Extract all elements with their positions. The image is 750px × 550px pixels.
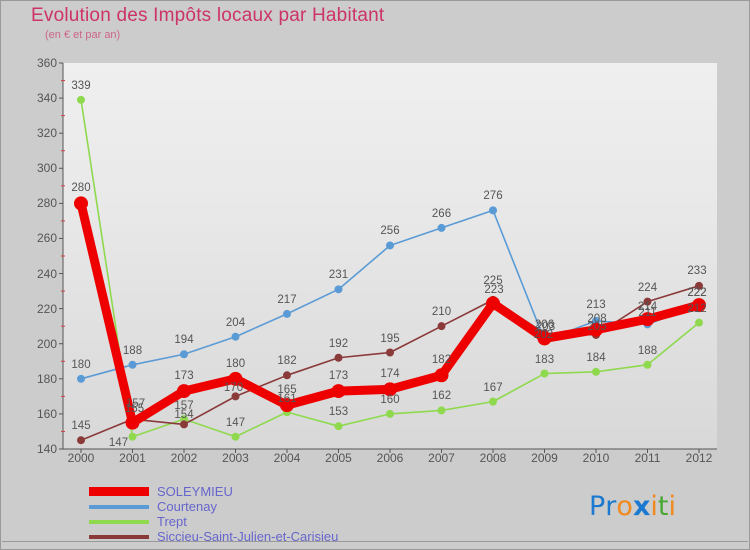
series-trept [77, 95, 703, 441]
x-axis-tick-label: 2005 [325, 451, 352, 465]
y-axis-tick-label: 180 [36, 371, 57, 386]
y-axis-tick-label: 340 [36, 91, 57, 106]
plot-area: 280 155 173 180 165 173 174 182 223 203 208 214 222 1… [59, 62, 717, 453]
x-axis-tick-label: 2007 [428, 451, 455, 465]
series-lines [59, 62, 717, 453]
y-axis-tick-label: 200 [36, 336, 57, 351]
legend-item[interactable]: SOLEYMIEU [89, 484, 509, 499]
legend-swatch [89, 487, 149, 496]
legend-item[interactable]: Trept [89, 514, 509, 529]
x-axis-tick-label: 2003 [222, 451, 249, 465]
y-axis-tick-label: 360 [36, 56, 57, 70]
logo-letter: t [657, 491, 669, 522]
proxiti-logo: Proxiti [589, 491, 676, 522]
y-axis-tick-label: 300 [36, 161, 57, 176]
legend-swatch [89, 534, 149, 539]
logo-letter: i [668, 491, 676, 522]
page-subtitle: (en € et par an) [45, 29, 121, 41]
legend-label: SOLEYMIEU [157, 483, 233, 499]
legend-swatch [89, 504, 149, 509]
legend-item[interactable]: Siccieu-Saint-Julien-et-Carisieu [89, 529, 509, 544]
x-axis-tick-label: 2000 [67, 451, 95, 465]
x-axis-tick-label: 2009 [531, 451, 558, 465]
x-axis: 2000 2001 2002 2003 2004 2005 2006 2007 2008 2009… [63, 451, 717, 471]
series-soleymieu [74, 196, 706, 430]
y-axis-tick-label: 220 [36, 301, 57, 316]
legend: SOLEYMIEU Courtenay Trept Siccieu-Saint-Jul… [89, 484, 509, 544]
x-axis-tick-label: 2011 [634, 451, 661, 465]
logo-letter: r [605, 491, 617, 522]
y-axis-tick-label: 320 [36, 126, 57, 141]
logo-letter: x [632, 491, 651, 522]
y-axis-tick-label: 240 [36, 266, 57, 281]
x-axis-tick-label: 2001 [119, 451, 146, 465]
x-axis-tick-label: 2004 [273, 451, 301, 465]
y-axis-tick-label: 160 [36, 406, 57, 421]
y-axis-tick-label: 280 [36, 196, 57, 211]
legend-item[interactable]: Courtenay [89, 499, 509, 514]
y-axis: 140 160 180 200 220 240 260 280 300 320 340 360 [1, 56, 57, 456]
x-axis-tick-label: 2002 [170, 451, 198, 465]
x-axis-tick-label: 2010 [582, 451, 610, 465]
x-axis-tick-label: 2008 [479, 451, 507, 465]
legend-label: Courtenay [157, 498, 217, 514]
legend-swatch [89, 519, 149, 524]
logo-letter: P [589, 491, 606, 522]
y-axis-tick-label: 140 [36, 442, 57, 456]
series-siccieu-saint-julien-et-carisieu [77, 281, 703, 445]
page-title: Evolution des Impôts locaux par Habitant [31, 5, 385, 26]
y-axis-tick-label: 260 [36, 231, 57, 246]
x-axis-tick-label: 2006 [376, 451, 404, 465]
logo-letter: o [616, 491, 633, 522]
footer-divider [2, 541, 748, 542]
logo-letter: i [650, 491, 658, 522]
legend-label: Siccieu-Saint-Julien-et-Carisieu [157, 528, 339, 544]
x-axis-tick-label: 2012 [685, 451, 713, 465]
legend-label: Trept [157, 513, 187, 529]
